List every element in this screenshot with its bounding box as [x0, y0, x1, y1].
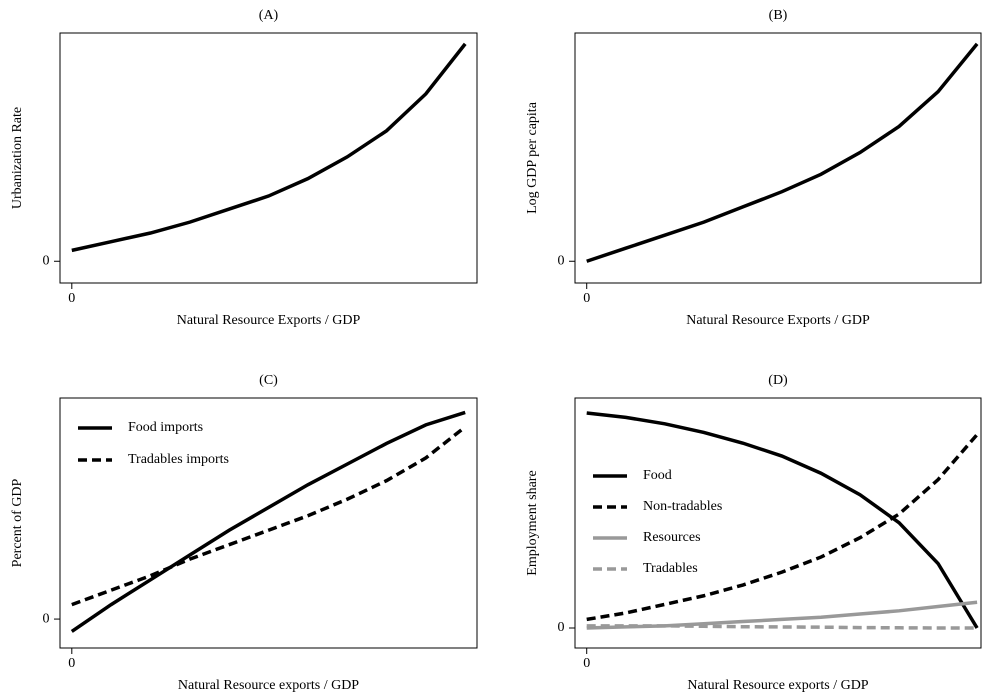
plot-frame	[574, 397, 982, 649]
y-tick-label: 0	[43, 253, 50, 268]
panel-title: (C)	[259, 373, 278, 388]
panel: (C) Natural Resource exports / GDP Percent…	[10, 373, 478, 693]
data-line	[586, 433, 979, 622]
x-axis-label: Natural Resource Exports / GDP	[177, 313, 361, 328]
legend-label: Non-tradables	[643, 499, 722, 514]
y-axis-label: Employment share	[525, 470, 540, 575]
x-axis-label: Natural Resource exports / GDP	[178, 678, 359, 693]
plot-frame	[59, 32, 478, 284]
x-tick-label: 0	[68, 291, 75, 306]
panel-title: (D)	[768, 373, 788, 388]
x-tick-label: 0	[68, 656, 75, 671]
legend-label: Tradables	[643, 561, 698, 576]
y-tick-label: 0	[558, 620, 565, 635]
panel-title: (B)	[769, 8, 788, 23]
y-axis-label: Log GDP per capita	[525, 101, 540, 214]
legend-label: Resources	[643, 530, 701, 545]
legend-label: Food imports	[128, 420, 203, 435]
data-line	[71, 425, 467, 607]
legend-label: Tradables imports	[128, 452, 229, 467]
plot-frame	[59, 397, 478, 649]
data-line	[71, 42, 467, 253]
y-tick-label: 0	[43, 611, 50, 626]
data-line	[586, 42, 979, 263]
data-line	[70, 410, 466, 633]
panel-title: (A)	[259, 8, 279, 23]
panel: (D) Natural Resource exports / GDP Employm…	[525, 373, 982, 693]
x-axis-label: Natural Resource exports / GDP	[687, 678, 868, 693]
x-axis-label: Natural Resource Exports / GDP	[686, 313, 870, 328]
data-line	[586, 624, 978, 630]
y-tick-label: 0	[558, 253, 565, 268]
y-axis-label: Urbanization Rate	[10, 107, 25, 209]
panel: (A) Natural Resource Exports / GDP Urbaniz…	[10, 8, 478, 328]
y-axis-label: Percent of GDP	[10, 478, 25, 567]
plot-frame	[574, 32, 982, 284]
legend-label: Food	[643, 468, 672, 483]
x-tick-label: 0	[583, 656, 590, 671]
x-tick-label: 0	[583, 291, 590, 306]
data-line	[586, 411, 979, 629]
panel: (B) Natural Resource Exports / GDP Log GDP…	[525, 8, 982, 328]
data-line	[586, 600, 978, 630]
